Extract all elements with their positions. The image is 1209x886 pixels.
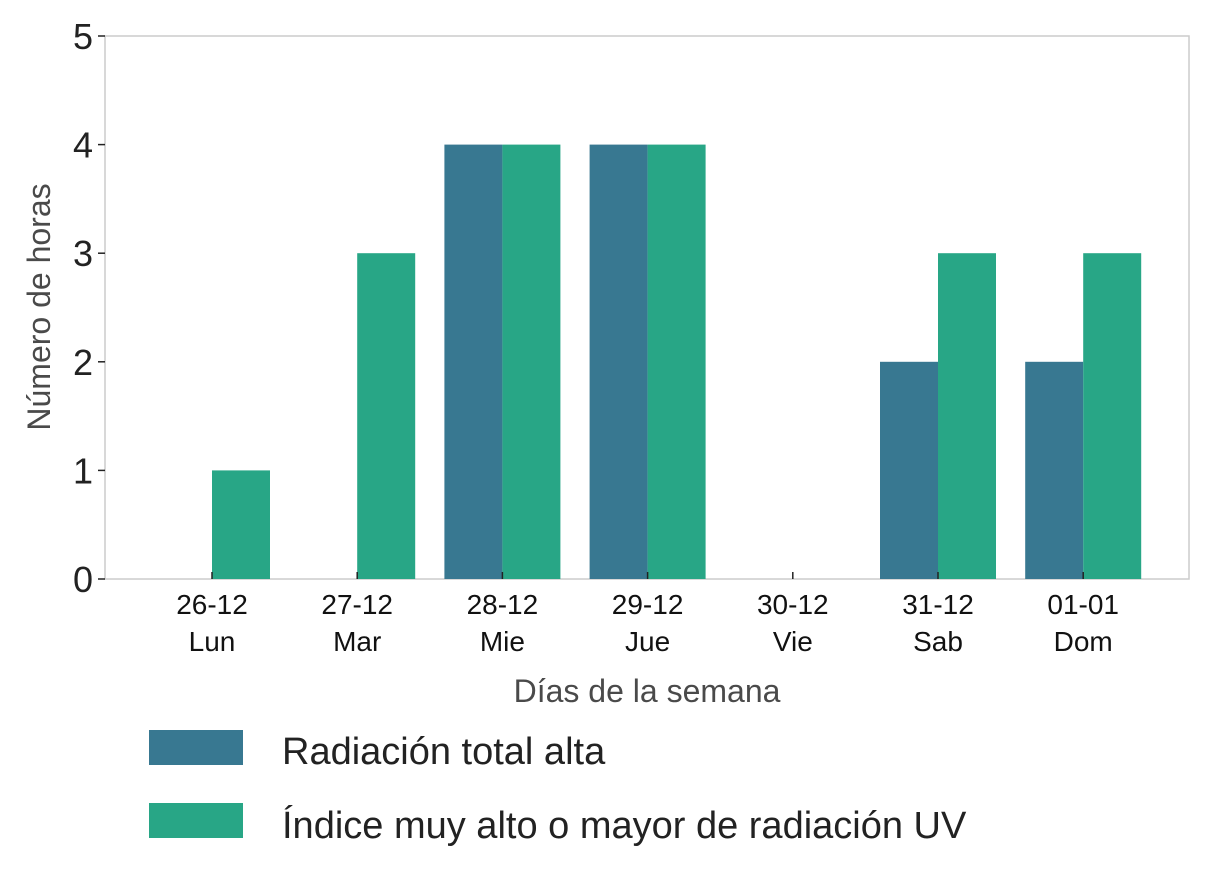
bar-indice-uv-27-12 [357, 253, 416, 579]
y-tick-label: 3 [73, 233, 93, 274]
x-tick-date: 29-12 [612, 589, 684, 620]
bar-indice-uv-26-12 [212, 470, 270, 579]
x-tick-date: 27-12 [321, 589, 393, 620]
bar-indice-uv-01-01 [1083, 253, 1142, 579]
y-tick-label: 4 [73, 125, 93, 166]
y-axis: 0 1 2 3 4 5 [73, 16, 105, 600]
legend-swatch-radiacion-total [149, 730, 243, 765]
x-tick-day: Sab [913, 626, 963, 657]
x-tick-date: 26-12 [176, 589, 248, 620]
bar-radiacion-total-29-12 [589, 144, 648, 579]
x-axis: 26-12 Lun 27-12 Mar 28-12 Mie 29-12 Jue 30-12 Vie… [176, 572, 1119, 657]
legend-swatch-indice-uv [149, 803, 243, 838]
bar-indice-uv-28-12 [502, 144, 561, 579]
y-tick-label: 5 [73, 16, 93, 57]
x-tick-day: Dom [1054, 626, 1113, 657]
x-tick-date: 30-12 [757, 589, 829, 620]
x-tick-date: 01-01 [1047, 589, 1119, 620]
bar-radiacion-total-28-12 [444, 144, 503, 579]
bars-group [212, 144, 1142, 579]
x-tick-day: Lun [189, 626, 236, 657]
x-tick-day: Mar [333, 626, 381, 657]
x-tick-day: Mie [480, 626, 525, 657]
bar-indice-uv-29-12 [647, 144, 706, 579]
y-axis-title: Número de horas [21, 183, 57, 430]
y-tick-label: 2 [73, 342, 93, 383]
x-tick-date: 31-12 [902, 589, 974, 620]
legend-label-indice-uv: Índice muy alto o mayor de radiación UV [282, 804, 967, 847]
y-tick-label: 0 [73, 559, 93, 600]
legend: Radiación total alta Índice muy alto o m… [149, 730, 967, 847]
legend-label-radiacion-total: Radiación total alta [282, 731, 606, 773]
y-tick-label: 1 [73, 450, 93, 491]
x-tick-day: Jue [625, 626, 670, 657]
bar-radiacion-total-01-01 [1025, 361, 1084, 579]
x-tick-day: Vie [773, 626, 813, 657]
x-axis-title: Días de la semana [514, 673, 781, 709]
bar-radiacion-total-31-12 [880, 361, 938, 579]
bar-indice-uv-31-12 [938, 253, 996, 579]
x-tick-date: 28-12 [467, 589, 539, 620]
